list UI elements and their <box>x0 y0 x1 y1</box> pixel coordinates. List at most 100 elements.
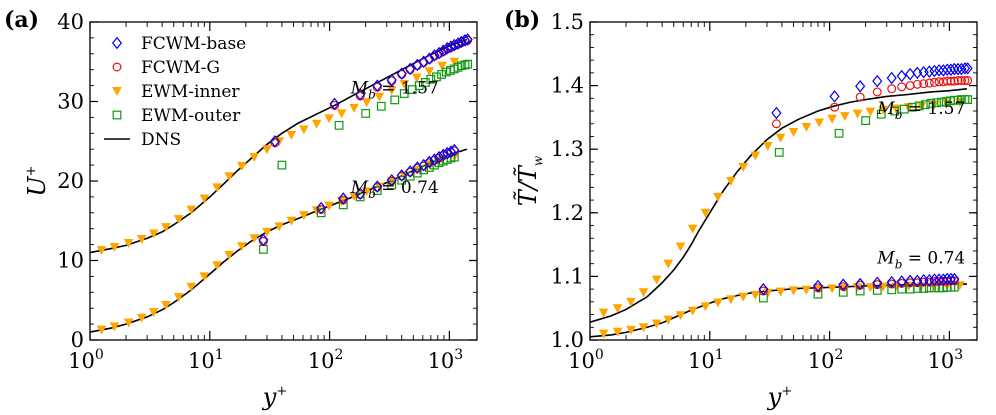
panel-a-fcwm-base-074-point <box>449 143 460 157</box>
panel-b-fcwm-base-074-point <box>942 272 953 286</box>
panel-a-fcwm-base-157-point <box>462 33 473 46</box>
panel-a-ewm-inner-157-point <box>212 183 222 193</box>
panel-a-fcwm-base-157-point <box>452 37 464 50</box>
panel-b-ewm-outer-157-point <box>907 102 917 112</box>
panel-a-fcwm-base-157-point <box>396 67 407 80</box>
panel-a-ewm-inner-074-point <box>199 272 210 282</box>
panel-a-ewm-outer-157-point <box>463 59 473 69</box>
panel-a-ewm-inner-157-point <box>361 98 372 108</box>
panel-b-fcwm-base-157-point <box>942 63 953 76</box>
panel-b-ewm-outer-157-point <box>876 109 886 119</box>
panel-b-ewm-inner-157-point <box>750 151 761 161</box>
panel-b-fcwm-base-157-point <box>938 64 949 77</box>
panel-b-ewm-outer-157-point <box>932 98 941 108</box>
legend-ewm-outer-swatch <box>112 110 122 120</box>
panel-b-fcwm-base-157-point <box>945 63 957 76</box>
panel-b-ewm-inner-157-point <box>687 224 698 234</box>
panel-b-ewm-inner-074-point <box>788 286 799 296</box>
panel-b: (b) 1.0 1.1 1.2 1.3 1.4 1.5 100 101 102 103 y+ T̃… <box>504 7 978 411</box>
panel-b-ewm-inner-074-point <box>738 292 748 302</box>
panel-a-ewm-outer-157-point <box>420 78 430 87</box>
panel-b-fcwm-g-157-point <box>929 77 939 87</box>
panel-a-ewm-inner-157-point <box>412 73 422 83</box>
panel-b-xtick-label: 101 <box>688 347 724 373</box>
legend-fcwm-g-swatch <box>112 62 122 72</box>
panel-b-ewm-inner-157-point <box>775 133 786 143</box>
panel-b-fcwm-g-157-point <box>942 76 952 86</box>
panel-a-ewm-inner-074-point <box>274 222 285 232</box>
panel-a-legend: FCWM-base FCWM-G EWM-inner EWM-outer DNS <box>104 34 246 150</box>
panel-a-ewm-inner-157-point <box>249 153 260 163</box>
panel-a-ewm-outer-157-point <box>361 109 371 118</box>
panel-a-ewm-outer-157-point <box>376 101 386 111</box>
panel-a-fcwm-base-157-point <box>429 49 440 62</box>
panel-a-ewm-inner-074-point <box>299 211 309 221</box>
panel-a-ewm-outer-157-point <box>432 72 441 82</box>
panel-a-ewm-inner-157-point <box>349 103 359 113</box>
panel-b-ewm-inner-157-point <box>612 304 623 314</box>
panel-b-ewm-inner-157-point <box>738 163 748 172</box>
panel-a-fcwm-base-074-point <box>445 145 457 158</box>
panel-b-fcwm-base-157-point <box>962 62 973 75</box>
panel-b-ewm-inner-074-point <box>626 325 636 335</box>
panel-b-fcwm-g-157-point <box>872 87 882 97</box>
panel-b-ewm-inner-074-point <box>638 323 649 333</box>
panel-b-ewm-inner-157-point <box>852 109 863 119</box>
panel-b-mach-annotation: Mb = 0.74 <box>876 249 965 272</box>
panel-b-ytick-label: 1.2 <box>551 201 584 225</box>
panel-b-ytick-label: 1.5 <box>551 10 584 34</box>
panel-a-fcwm-base-074-point <box>372 180 383 193</box>
panel-a-ewm-inner-157-point <box>374 92 385 102</box>
panel-b-fcwm-g-157-point <box>960 76 970 86</box>
panel-b-fcwm-g-157-point <box>946 76 956 86</box>
panel-a-ewm-inner-074-point <box>361 187 372 197</box>
panel-a-ewm-inner-074-point <box>237 242 247 252</box>
panel-a-fcwm-base-074-point <box>429 153 440 166</box>
legend-ewm-inner-label: EWM-inner <box>141 82 240 102</box>
panel-b-tag: (b) <box>504 7 540 33</box>
panel-a-ewm-outer-157-point <box>390 95 400 105</box>
panel-a-ewm-inner-157-point <box>449 57 460 67</box>
panel-a-ewm-inner-157-point <box>224 172 234 182</box>
panel-a-fcwm-base-157-point <box>438 44 449 57</box>
panel-b-fcwm-g-157-point <box>953 76 963 86</box>
panel-a-ewm-outer-074-point <box>338 200 348 210</box>
panel-a-ewm-outer-074-point <box>387 180 397 190</box>
panel-a-ewm-inner-074-point <box>286 216 297 226</box>
panel-b-ewm-inner-157-point <box>763 142 773 151</box>
panel-a-ewm-inner-157-point <box>109 242 120 252</box>
panel-b-fcwm-base-074-point <box>812 279 824 293</box>
panel-b-ewm-inner-074-point <box>827 284 837 294</box>
panel-a-ewm-inner-074-point <box>249 234 260 244</box>
panel-a-fcwm-base-157-point <box>445 40 457 53</box>
panel-a-fcwm-base-157-point <box>405 62 416 76</box>
panel-b-ewm-outer-074-point <box>924 283 934 293</box>
panel-b-ewm-inner-157-point <box>814 118 825 128</box>
panel-b-ewm-inner-157-point <box>713 192 723 202</box>
panel-b-fcwm-g-157-point <box>956 76 966 86</box>
panel-a-ewm-inner-074-point <box>136 313 147 323</box>
panel-a-ewm-outer-157-point <box>460 60 470 70</box>
panel-a-fcwm-base-157-point <box>269 134 281 148</box>
panel-b-xlabel: y+ <box>767 383 792 411</box>
legend-ewm-inner-swatch <box>112 87 122 96</box>
panel-b-fcwm-base-157-point <box>872 74 883 88</box>
panel-a-fcwm-base-074-point <box>405 165 416 178</box>
panel-b-ytick-label: 1.0 <box>551 328 584 352</box>
panel-a-xtick-label: 100 <box>68 347 104 373</box>
panel-b-fcwm-base-157-point <box>886 71 897 85</box>
panel-b-fcwm-g-157-point <box>924 78 934 88</box>
panel-a-fcwm-base-157-point <box>372 79 383 92</box>
panel-b-ewm-inner-157-point <box>801 122 812 132</box>
panel-a-fcwm-base-074-point <box>355 187 366 200</box>
legend-fcwm-base-swatch <box>111 36 123 50</box>
panel-a-ewm-inner-157-point <box>286 130 297 140</box>
panel-b-ewm-outer-157-point <box>890 106 900 116</box>
panel-b-ewm-inner-157-point <box>663 259 674 269</box>
panel-b-fcwm-base-074-point <box>855 277 866 291</box>
panel-b-ewm-outer-074-point <box>838 287 848 297</box>
panel-b-frame <box>589 21 978 341</box>
panel-a-ylabel: U+ <box>23 165 51 196</box>
